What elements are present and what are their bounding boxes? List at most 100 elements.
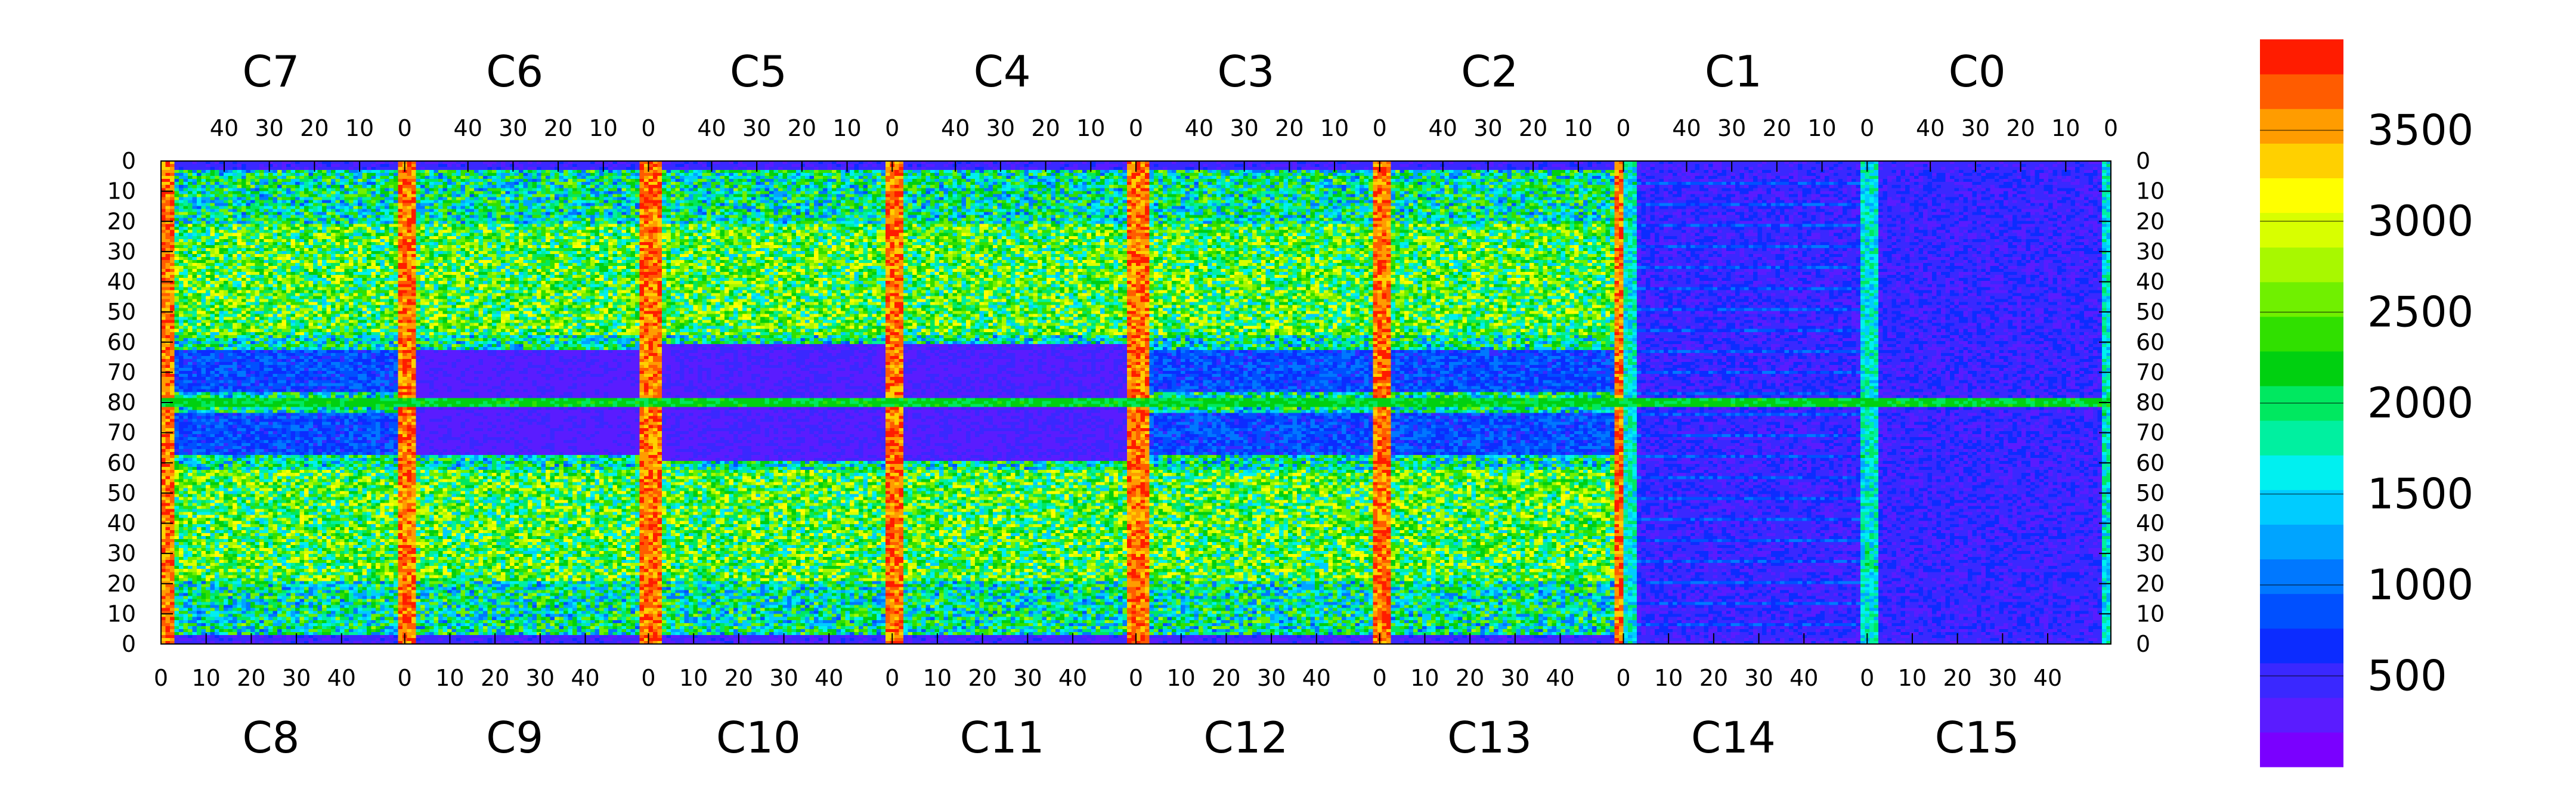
bottom-tick-label: 10 xyxy=(192,665,221,691)
bottom-tick-label: 30 xyxy=(1501,665,1530,691)
colorbar-tick-label: 2500 xyxy=(2367,288,2473,337)
y-tick-label-left: 50 xyxy=(107,299,136,325)
top-tick-label: 30 xyxy=(255,115,283,141)
top-tick-label: 0 xyxy=(2104,115,2118,141)
top-tick-label: 10 xyxy=(1807,115,1836,141)
top-tick-label: 0 xyxy=(1860,115,1874,141)
colorbar-segment xyxy=(2260,732,2343,767)
colorbar-segment xyxy=(2260,212,2343,248)
bottom-tick-label: 20 xyxy=(481,665,509,691)
bottom-tick-label: 40 xyxy=(571,665,599,691)
y-tick-label-right: 60 xyxy=(2136,329,2165,355)
top-tick-label: 40 xyxy=(454,115,482,141)
top-tick-label: 10 xyxy=(589,115,618,141)
y-tick-label-right: 30 xyxy=(2136,540,2165,566)
bottom-tick-label: 40 xyxy=(327,665,356,691)
bottom-tick-label: 10 xyxy=(435,665,464,691)
y-tick-label-left: 30 xyxy=(107,239,136,265)
y-tick-label-right: 40 xyxy=(2136,269,2165,295)
y-tick-label-right: 10 xyxy=(2136,178,2165,205)
y-tick-label-right: 30 xyxy=(2136,239,2165,265)
colorbar-tick-label: 1000 xyxy=(2367,561,2473,609)
bottom-tick-label: 40 xyxy=(1302,665,1331,691)
top-tick-label: 20 xyxy=(544,115,572,141)
bottom-tick-label: 10 xyxy=(679,665,708,691)
y-tick-label-left: 40 xyxy=(107,510,136,537)
plot-frame xyxy=(160,160,2111,645)
y-tick-label-right: 80 xyxy=(2136,389,2165,416)
y-tick-label-left: 20 xyxy=(107,208,136,234)
top-chip-label: C4 xyxy=(974,47,1031,97)
top-tick-label: 30 xyxy=(1717,115,1746,141)
y-tick-label-right: 20 xyxy=(2136,571,2165,597)
top-tick-label: 0 xyxy=(885,115,899,141)
bottom-tick-label: 0 xyxy=(1129,665,1143,691)
y-tick-label-left: 10 xyxy=(107,178,136,205)
y-tick-label-left: 50 xyxy=(107,480,136,506)
bottom-tick-label: 40 xyxy=(1789,665,1818,691)
bottom-tick-label: 10 xyxy=(923,665,952,691)
bottom-tick-label: 20 xyxy=(1699,665,1728,691)
colorbar-segment xyxy=(2260,109,2343,144)
bottom-tick-label: 10 xyxy=(1167,665,1196,691)
top-tick-label: 20 xyxy=(1275,115,1304,141)
top-tick-label: 10 xyxy=(1076,115,1105,141)
colorbar-segment xyxy=(2260,316,2343,352)
top-chip-label: C7 xyxy=(242,47,299,97)
colorbar-segment xyxy=(2260,593,2343,629)
y-tick-label-left: 20 xyxy=(107,571,136,597)
bottom-tick-label: 30 xyxy=(1744,665,1773,691)
y-tick-label-right: 60 xyxy=(2136,450,2165,476)
bottom-chip-label: C14 xyxy=(1691,713,1776,763)
y-tick-label-right: 70 xyxy=(2136,420,2165,446)
bottom-tick-label: 10 xyxy=(1410,665,1439,691)
top-tick-label: 20 xyxy=(2006,115,2035,141)
colorbar-segment xyxy=(2260,74,2343,109)
bottom-tick-label: 20 xyxy=(1456,665,1484,691)
y-tick-label-left: 30 xyxy=(107,540,136,566)
bottom-tick-label: 0 xyxy=(398,665,412,691)
bottom-tick-label: 10 xyxy=(1898,665,1927,691)
y-tick-label-left: 40 xyxy=(107,269,136,295)
top-tick-label: 40 xyxy=(1185,115,1213,141)
bottom-chip-label: C12 xyxy=(1203,713,1288,763)
y-tick-label-left: 70 xyxy=(107,420,136,446)
top-tick-label: 20 xyxy=(788,115,816,141)
top-tick-label: 10 xyxy=(1320,115,1349,141)
bottom-chip-label: C11 xyxy=(960,713,1045,763)
top-tick-label: 40 xyxy=(941,115,970,141)
y-tick-label-right: 50 xyxy=(2136,299,2165,325)
bottom-tick-label: 20 xyxy=(724,665,753,691)
y-tick-label-right: 40 xyxy=(2136,510,2165,537)
bottom-tick-label: 30 xyxy=(769,665,798,691)
colorbar-tick-label: 500 xyxy=(2367,652,2447,701)
top-tick-label: 10 xyxy=(832,115,861,141)
bottom-tick-label: 0 xyxy=(641,665,655,691)
bottom-tick-label: 0 xyxy=(1860,665,1874,691)
top-tick-label: 30 xyxy=(1961,115,1990,141)
bottom-chip-label: C9 xyxy=(486,713,543,763)
bottom-chip-label: C13 xyxy=(1447,713,1532,763)
y-tick-label-left: 0 xyxy=(122,148,136,174)
bottom-tick-label: 30 xyxy=(526,665,555,691)
top-tick-label: 40 xyxy=(1429,115,1457,141)
top-chip-label: C5 xyxy=(730,47,787,97)
y-tick-label-right: 20 xyxy=(2136,208,2165,234)
top-tick-label: 20 xyxy=(1763,115,1791,141)
bottom-tick-label: 30 xyxy=(1988,665,2017,691)
colorbar-tick-label: 1500 xyxy=(2367,470,2473,519)
colorbar-segment xyxy=(2260,628,2343,664)
colorbar-segment xyxy=(2260,178,2343,213)
colorbar-segment xyxy=(2260,143,2343,178)
colorbar-segment xyxy=(2260,490,2343,525)
bottom-tick-label: 0 xyxy=(154,665,168,691)
top-tick-label: 20 xyxy=(1031,115,1060,141)
bottom-tick-label: 20 xyxy=(1212,665,1240,691)
top-chip-label: C6 xyxy=(486,47,543,97)
y-tick-label-left: 10 xyxy=(107,600,136,627)
y-tick-label-right: 50 xyxy=(2136,480,2165,506)
bottom-tick-label: 0 xyxy=(1373,665,1387,691)
top-chip-label: C1 xyxy=(1705,47,1762,97)
